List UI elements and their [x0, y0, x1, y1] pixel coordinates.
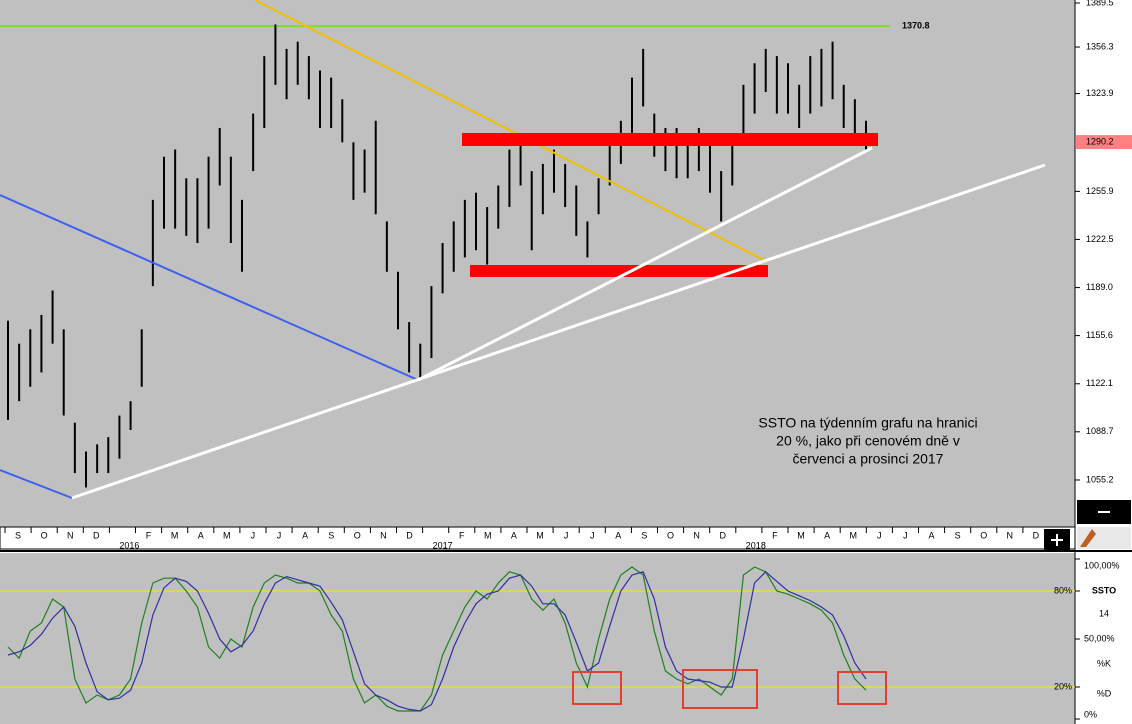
- y-tick-label: 1389.5: [1086, 0, 1114, 7]
- x-tick-label: O: [980, 530, 987, 540]
- x-tick-label: A: [615, 530, 621, 540]
- indicator-line: [7, 566, 867, 712]
- x-tick-label: M: [484, 530, 492, 540]
- price-axis: [1075, 0, 1132, 724]
- annotation-text: SSTO na týdenním grafu na hranici: [758, 415, 977, 431]
- logo-mark: [1080, 529, 1096, 547]
- y-tick-label: 1255.9: [1086, 186, 1114, 196]
- y-tick-label: 1356.3: [1086, 41, 1114, 51]
- x-tick-label: F: [459, 530, 465, 540]
- resistance-label: 1370.8: [902, 21, 930, 31]
- x-tick-label: J: [564, 530, 569, 540]
- y-tick-label: 1088.7: [1086, 426, 1114, 436]
- x-tick-label: N: [693, 530, 700, 540]
- x-tick-label: F: [772, 530, 778, 540]
- y-tick-label: 80%: [1054, 585, 1072, 595]
- x-tick-label: M: [849, 530, 857, 540]
- x-tick-label: S: [955, 530, 961, 540]
- x-tick-label: J: [590, 530, 595, 540]
- oscillator-panel: [0, 553, 1075, 724]
- x-tick-label: S: [15, 530, 21, 540]
- y-tick-label: 50,00%: [1084, 633, 1115, 643]
- indicator-title: SSTO: [1092, 585, 1116, 595]
- y-tick-label: 1222.5: [1086, 234, 1114, 244]
- x-tick-label: F: [146, 530, 152, 540]
- y-tick-label: 1055.2: [1086, 474, 1114, 484]
- y-tick-label: 20%: [1054, 681, 1072, 691]
- x-tick-label: M: [797, 530, 805, 540]
- x-tick-label: M: [171, 530, 179, 540]
- price-panel: [0, 0, 1075, 527]
- x-tick-label: O: [354, 530, 361, 540]
- last-price-label: 1290.2: [1086, 136, 1114, 146]
- trendline: [71, 163, 1046, 500]
- y-tick-label: 1189.0: [1086, 282, 1113, 292]
- indicator-period: 14: [1099, 608, 1109, 618]
- x-tick-label: N: [1007, 530, 1014, 540]
- highlight-box: [837, 671, 887, 705]
- annotation-text: červenci a prosinci 2017: [793, 451, 944, 467]
- trendline: [417, 146, 873, 382]
- y-tick-label: 1323.9: [1086, 88, 1114, 98]
- x-tick-label: A: [824, 530, 830, 540]
- year-label: 2017: [433, 540, 453, 550]
- x-tick-label: D: [93, 530, 100, 540]
- resistance-zone: [462, 133, 878, 146]
- x-tick-label: J: [903, 530, 908, 540]
- x-tick-label: A: [302, 530, 308, 540]
- x-tick-label: D: [1033, 530, 1040, 540]
- last-price-box: [1076, 135, 1132, 150]
- x-tick-label: M: [223, 530, 231, 540]
- year-label: 2016: [119, 540, 139, 550]
- annotations: [0, 0, 1131, 709]
- year-label: 2018: [746, 540, 766, 550]
- x-tick-label: O: [41, 530, 48, 540]
- y-tick-label: 100,00%: [1084, 560, 1120, 570]
- y-tick-label: 1155.6: [1086, 330, 1113, 340]
- x-tick-label: J: [877, 530, 882, 540]
- x-tick-label: M: [536, 530, 544, 540]
- x-tick-label: N: [67, 530, 74, 540]
- x-tick-label: N: [380, 530, 387, 540]
- support-zone: [470, 265, 768, 277]
- x-tick-label: J: [277, 530, 282, 540]
- trendline: [254, 0, 769, 263]
- x-tick-label: S: [641, 530, 647, 540]
- trendline: [0, 469, 73, 499]
- highlight-box: [682, 669, 758, 709]
- legend-label: %K: [1097, 658, 1111, 668]
- annotation-text: 20 %, jako při cenovém dně v: [776, 433, 960, 449]
- indicator-line: [7, 570, 867, 712]
- x-tick-label: S: [328, 530, 334, 540]
- x-tick-label: D: [719, 530, 726, 540]
- y-tick-label: 1122.1: [1086, 378, 1113, 388]
- x-tick-label: D: [406, 530, 413, 540]
- y-tick-label: 0%: [1084, 709, 1097, 719]
- x-tick-label: A: [198, 530, 204, 540]
- highlight-box: [572, 671, 622, 705]
- x-tick-label: O: [667, 530, 674, 540]
- trendline: [0, 194, 419, 381]
- legend-label: %D: [1097, 688, 1112, 698]
- x-tick-label: J: [251, 530, 256, 540]
- x-tick-label: A: [511, 530, 517, 540]
- x-tick-label: A: [928, 530, 934, 540]
